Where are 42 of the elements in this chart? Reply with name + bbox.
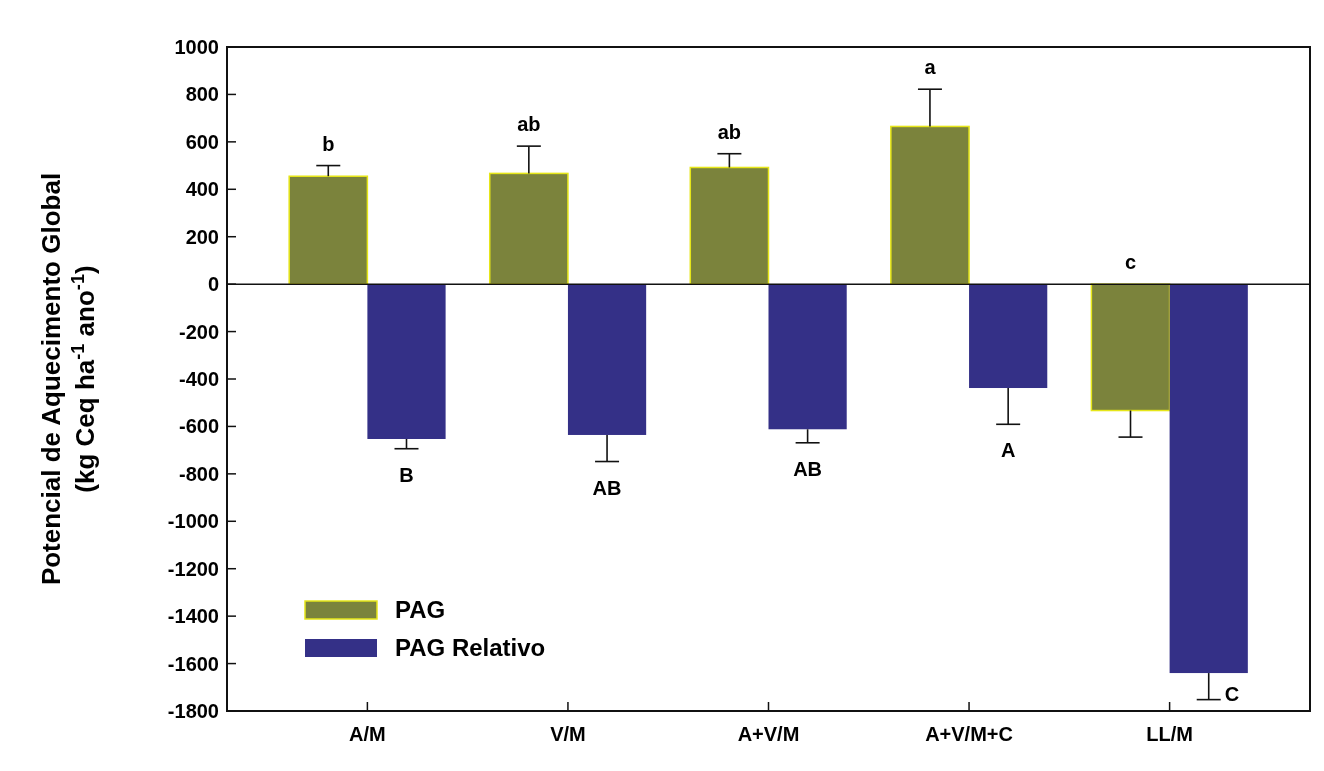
annotation: AB xyxy=(793,457,823,480)
y-tick-label: 800 xyxy=(185,83,219,106)
annotation: AB xyxy=(592,476,622,499)
y-tick-label: -800 xyxy=(178,462,219,485)
x-tick-label: V/M xyxy=(550,723,586,745)
bar xyxy=(567,284,647,435)
bar xyxy=(367,284,446,439)
x-tick-label: A+V/M xyxy=(737,723,800,745)
annotation: C xyxy=(1224,682,1240,705)
y-tick-label: -1600 xyxy=(167,652,219,675)
y-tick-label: 0 xyxy=(207,273,219,296)
y-tick-label: -600 xyxy=(178,415,219,438)
annotation: ab xyxy=(517,113,541,136)
y-tick-label: -1000 xyxy=(167,510,219,533)
y-tick-label: -1200 xyxy=(167,557,219,580)
annotation: ab xyxy=(717,120,742,143)
annotation: B xyxy=(399,463,414,486)
annotation: c xyxy=(1124,251,1137,274)
x-tick-label: A+V/M+C xyxy=(925,723,1013,745)
legend-label: PAG Relativo xyxy=(395,634,546,662)
x-tick-label: A/M xyxy=(349,723,386,745)
y-tick-label: -400 xyxy=(178,368,219,390)
bar xyxy=(488,172,569,285)
y-tick-label: 1000 xyxy=(174,36,219,58)
y-tick-label: -1400 xyxy=(167,605,219,628)
bar xyxy=(1169,284,1248,674)
y-tick-label: 400 xyxy=(185,178,219,201)
y-tick-label: -200 xyxy=(178,320,219,343)
annotation: b xyxy=(322,132,335,155)
bar xyxy=(689,166,770,285)
y-tick-label: 200 xyxy=(185,225,219,248)
bar xyxy=(1090,283,1171,412)
annotation: a xyxy=(924,56,937,79)
y-tick-label: 600 xyxy=(185,130,219,153)
y-tick-label: -1800 xyxy=(167,700,219,722)
bar xyxy=(969,284,1048,389)
annotation: A xyxy=(1000,439,1016,462)
legend-label: PAG xyxy=(395,596,446,624)
bar xyxy=(890,125,970,285)
bar xyxy=(768,284,847,430)
bar xyxy=(288,175,369,285)
x-tick-label: LL/M xyxy=(1146,723,1193,745)
